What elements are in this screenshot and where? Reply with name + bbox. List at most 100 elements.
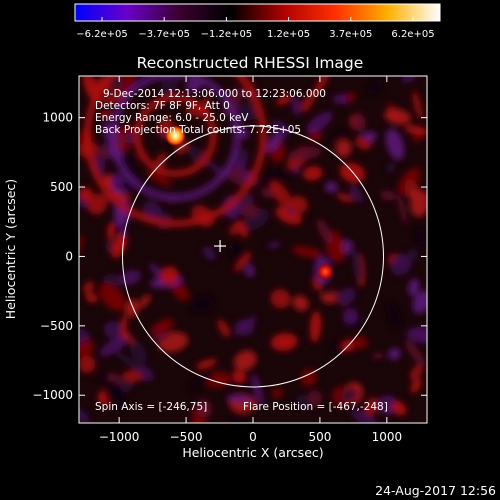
image-noise-blob (271, 120, 291, 135)
image-noise-blob (326, 127, 350, 145)
colorbar-tick-label: 3.7e+05 (329, 29, 372, 40)
image-noise-blob (401, 76, 418, 83)
image-noise-blob (380, 190, 397, 201)
flare-position-marker (214, 240, 227, 253)
image-noise-blob (86, 193, 108, 215)
image-noise-blob (160, 266, 179, 285)
image-noise-blob (324, 181, 338, 193)
image-noise-blob (296, 394, 310, 409)
image-noise-blob (267, 241, 282, 249)
image-noise-blob (351, 335, 368, 349)
image-noise-blob (410, 379, 422, 394)
image-noise-blob (236, 103, 259, 121)
image-noise-blob (397, 193, 408, 225)
image-noise-blob (160, 76, 180, 97)
x-tick-label: −500 (170, 430, 203, 444)
image-noise-blob (292, 246, 323, 259)
x-tick-label: 500 (308, 430, 331, 444)
image-noise-blob (341, 388, 358, 402)
solar-limb-circle (122, 125, 384, 388)
y-tick-label: 500 (50, 180, 73, 194)
image-noise-blob (406, 326, 427, 343)
image-noise-blob (414, 227, 427, 246)
image-noise-blob (384, 108, 412, 125)
image-noise-blob (270, 333, 298, 351)
image-noise-blob (391, 401, 407, 416)
image-noise-blob (79, 339, 95, 358)
x-tick-label: 1000 (372, 430, 403, 444)
image-noise-blob (306, 111, 333, 133)
annotation-time-range: 9-Dec-2014 12:13:06.000 to 12:23:06.000 (103, 88, 326, 100)
image-noise-blob (190, 295, 215, 314)
image-noise-blob (266, 127, 287, 153)
image-noise-blob (260, 168, 288, 189)
annotations: 9-Dec-2014 12:13:06.000 to 12:23:06.000 … (95, 88, 388, 413)
image-noise-blob (98, 282, 126, 312)
image-noise-blob (222, 87, 243, 118)
image-noise-blob (111, 173, 124, 188)
annotation-flare-position: Flare Position = [-467,-248] (243, 401, 388, 413)
image-noise-blob (226, 394, 252, 402)
image-noise-blob (85, 292, 98, 303)
y-tick-label: −1000 (32, 388, 73, 402)
image-noise-blob (388, 347, 401, 361)
image-noise-layer (79, 76, 427, 423)
image-noise-blob (104, 380, 125, 411)
image-noise-blob (310, 310, 322, 343)
image-noise-blob (79, 187, 93, 201)
image-noise-blob (129, 341, 147, 364)
image-noise-blob (107, 221, 115, 241)
x-tick-label: 0 (249, 430, 257, 444)
annotation-back-projection: Back Projection Total counts: 7.72E+05 (95, 124, 301, 136)
image-noise-blob (98, 109, 113, 119)
image-noise-blob (217, 319, 231, 338)
image-noise-blob (114, 351, 137, 368)
image-noise-blob (410, 189, 427, 218)
image-noise-blob (398, 168, 421, 195)
image-noise-blob (408, 278, 420, 297)
image-noise-blob (236, 220, 248, 238)
image-noise-blob (307, 390, 322, 407)
image-noise-blob (234, 315, 258, 336)
image-noise-blob (185, 79, 203, 92)
image-noise-blob (115, 224, 123, 235)
image-noise-blob (339, 163, 366, 183)
image-noise-blob (412, 133, 424, 143)
image-noise-blob (96, 146, 111, 160)
colorbar-rect (74, 3, 441, 22)
image-noise-blob (390, 253, 412, 276)
image-noise-blob (202, 246, 216, 261)
annotation-spin-axis: Spin Axis = [-246,75] (95, 401, 207, 413)
image-noise-blob (79, 406, 90, 423)
colorbar-tick-label: −1.2e+05 (201, 29, 253, 40)
image-noise-blob (352, 249, 363, 281)
image-noise-blob (292, 96, 300, 116)
image-noise-blob (196, 398, 213, 418)
image-noise-blob (302, 166, 323, 181)
image-noise-blob (139, 294, 151, 309)
image-noise-blob (316, 218, 333, 244)
image-noise-blob (349, 185, 364, 203)
image-noise-blob (270, 289, 291, 309)
image-noise-blob (342, 308, 358, 325)
image-noise-blob (364, 397, 379, 417)
image-noise-blob (386, 301, 403, 331)
emission-source (316, 262, 335, 281)
emission-source (164, 124, 187, 147)
image-noise-blob (288, 146, 322, 161)
image-noise-blob (378, 395, 398, 415)
image-noise-blob (146, 170, 172, 187)
image-noise-blob (188, 372, 213, 391)
image-noise-blob (83, 281, 95, 294)
image-noise-blob (407, 248, 419, 261)
image-ring (109, 76, 241, 202)
image-noise-blob (79, 355, 96, 374)
image-noise-blob (386, 162, 396, 173)
colorbar-tick-label: 1.2e+05 (267, 29, 310, 40)
image-noise-blob (195, 358, 217, 370)
image-noise-blob (409, 364, 423, 381)
image-noise-blob (233, 350, 257, 371)
image-noise-blob (99, 336, 128, 357)
image-noise-blob (120, 329, 135, 344)
image-noise-blob (385, 128, 405, 161)
